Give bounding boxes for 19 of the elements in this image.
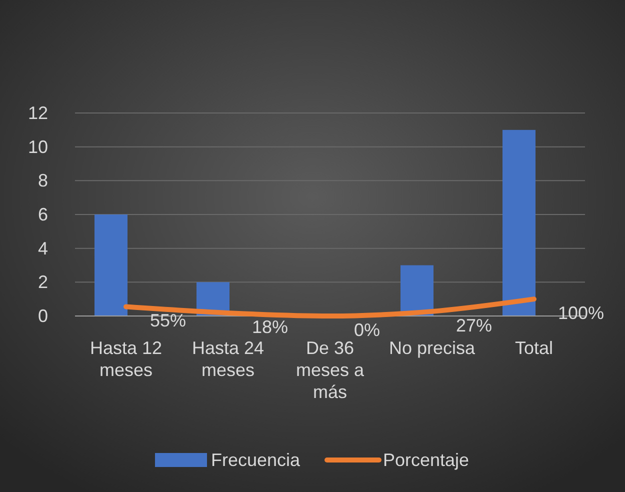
x-tick-label: Hasta 24 meses [192, 338, 264, 380]
x-tick-label: De 36 meses a más [296, 338, 365, 402]
y-tick-label: 2 [38, 272, 48, 292]
y-tick-label: 4 [38, 238, 48, 258]
data-label: 55% [150, 310, 186, 331]
y-tick-label: 10 [28, 136, 48, 157]
data-label: 18% [252, 316, 288, 337]
legend-label: Frecuencia [211, 450, 302, 470]
legend-label: Porcentaje [383, 450, 470, 470]
x-tick-label: Total [514, 338, 554, 358]
x-tick-label: Hasta 12 meses [90, 338, 162, 380]
y-tick-label: 6 [38, 204, 48, 224]
y-tick-label: 0 [38, 306, 48, 326]
x-tick-label: No precisa [388, 338, 476, 358]
data-label: 100% [558, 303, 604, 324]
y-tick-label: 12 [28, 103, 48, 123]
data-label: 27% [456, 315, 492, 336]
data-label: 0% [354, 320, 380, 340]
y-tick-label: 8 [38, 170, 48, 191]
